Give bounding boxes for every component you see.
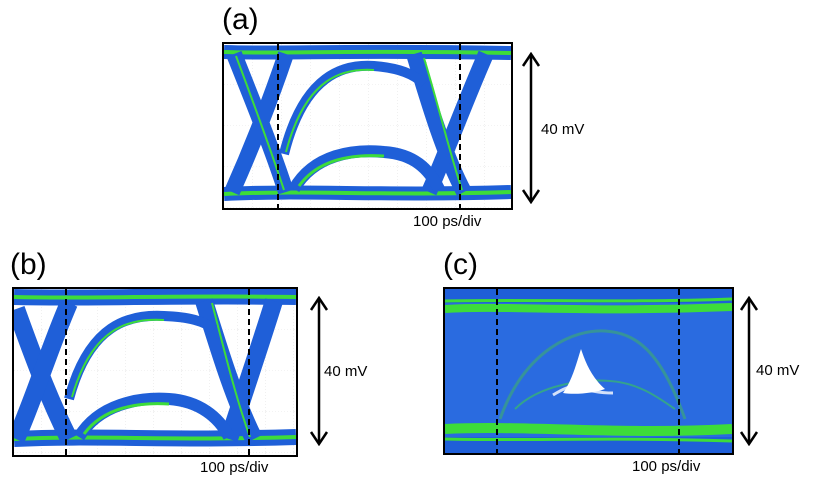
eye-opening bbox=[563, 349, 605, 394]
horizontal-scale-label-a: 100 ps/div bbox=[413, 213, 482, 230]
horizontal-scale-label-c: 100 ps/div bbox=[632, 458, 701, 475]
panel-a-label: (a) bbox=[222, 3, 259, 36]
eye-diagram-a bbox=[222, 42, 513, 210]
vertical-scale-label-b: 40 mV bbox=[324, 363, 368, 380]
vertical-scale-arrow-b bbox=[309, 296, 329, 446]
vertical-scale-label-c: 40 mV bbox=[756, 362, 800, 379]
vertical-scale-arrow-c bbox=[739, 296, 759, 446]
eye-diagram-b bbox=[12, 287, 298, 457]
vertical-scale-label-a: 40 mV bbox=[541, 121, 585, 138]
horizontal-scale-label-b: 100 ps/div bbox=[200, 459, 269, 476]
panel-b-label: (b) bbox=[10, 248, 47, 281]
panel-c-label: (c) bbox=[443, 248, 478, 281]
vertical-scale-arrow-a bbox=[521, 52, 541, 204]
eye-diagram-c bbox=[443, 287, 734, 455]
